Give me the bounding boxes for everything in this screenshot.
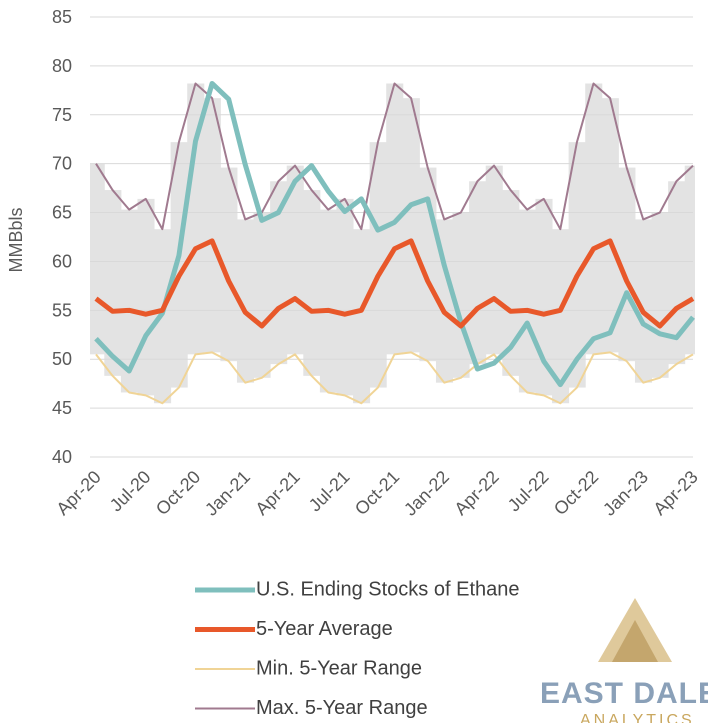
legend-label: 5-Year Average (256, 618, 393, 640)
y-tick-label: 60 (52, 251, 72, 271)
x-tick-label: Jul-20 (106, 467, 155, 516)
y-tick-label: 45 (52, 398, 72, 418)
range-bar (319, 209, 337, 393)
y-tick-label: 80 (52, 56, 72, 76)
y-tick-label: 85 (52, 7, 72, 27)
range-bar (402, 98, 420, 353)
y-tick-label: 40 (52, 447, 72, 467)
x-tick-label: Oct-20 (152, 467, 204, 519)
y-tick-label: 75 (52, 105, 72, 125)
range-bar (684, 165, 695, 355)
range-bar (203, 98, 221, 353)
range-bar (90, 163, 105, 355)
x-tick-label: Apr-23 (649, 467, 701, 519)
y-tick-label: 55 (52, 300, 72, 320)
range-bar (585, 83, 603, 355)
y-axis-label: MMBbls (6, 207, 26, 272)
x-tick-label: Jan-21 (201, 467, 254, 520)
y-tick-label: 65 (52, 203, 72, 223)
x-tick-label: Oct-22 (550, 467, 602, 519)
range-bar (502, 190, 520, 376)
x-tick-label: Apr-22 (450, 467, 502, 519)
range-bar (104, 190, 122, 376)
x-tick-label: Jan-23 (599, 467, 652, 520)
grid (90, 16, 693, 458)
range-bar (236, 219, 255, 383)
x-tick-label: Apr-21 (251, 467, 303, 519)
range-bar (601, 98, 619, 353)
range-bar (651, 212, 669, 378)
x-tick-label: Jul-21 (305, 467, 354, 516)
series-line (95, 351, 694, 405)
range-bar (120, 209, 138, 393)
y-tick-label: 50 (52, 349, 72, 369)
legend-label: Max. 5-Year Range (256, 697, 428, 719)
x-tick-label: Jan-22 (400, 467, 453, 520)
range-bar (303, 190, 321, 376)
range-bar (170, 142, 188, 388)
logo: EAST DALEY ANALYTICS (540, 598, 708, 723)
range-bar (137, 198, 155, 396)
range-bar (336, 198, 354, 396)
range-bar (253, 212, 271, 378)
legend-label: U.S. Ending Stocks of Ethane (256, 578, 520, 600)
series-line (94, 238, 695, 329)
x-tick-label: Oct-21 (351, 467, 403, 519)
series-line (95, 82, 694, 231)
logo-icon-inner (612, 620, 658, 662)
legend: U.S. Ending Stocks of Ethane 5-Year Avera… (195, 578, 520, 719)
range-bar (518, 209, 536, 393)
range-bar (270, 181, 288, 365)
logo-sub: ANALYTICS (580, 712, 695, 723)
range-bar (469, 181, 487, 365)
x-tick-label: Apr-20 (52, 467, 104, 519)
range-bar (369, 142, 387, 388)
range-bar (353, 229, 371, 404)
range-bar (634, 219, 653, 383)
range-bars (90, 83, 695, 404)
lines (94, 80, 695, 405)
logo-text: EAST DALEY (540, 677, 708, 710)
legend-label: Min. 5-Year Range (256, 657, 422, 679)
x-tick-label: Jul-22 (504, 467, 553, 516)
range-bar (435, 219, 454, 383)
range-bar (618, 167, 636, 362)
range-bar (220, 167, 238, 362)
range-bar (187, 83, 205, 355)
range-bar (668, 181, 686, 365)
series-line (94, 80, 695, 388)
range-bar (485, 165, 503, 355)
y-tick-label: 70 (52, 154, 72, 174)
range-bar (568, 142, 586, 388)
